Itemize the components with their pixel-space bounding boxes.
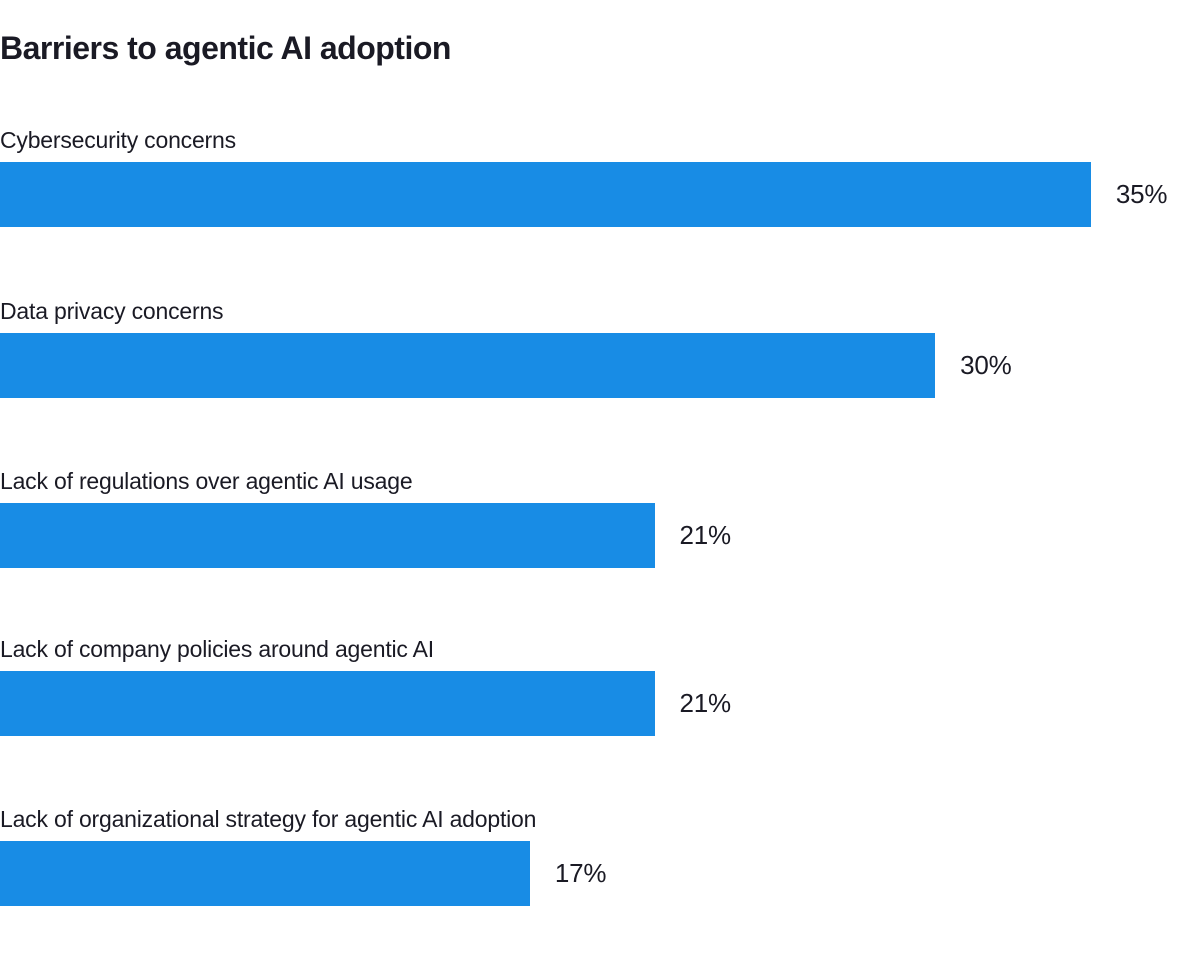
bar-value-label: 17%	[554, 858, 607, 888]
bar-category-label: Lack of company policies around agentic …	[0, 636, 434, 662]
bar	[0, 671, 655, 736]
bar-category-label: Lack of regulations over agentic AI usag…	[0, 468, 413, 494]
bar	[0, 333, 936, 398]
bar-value-label: 21%	[679, 688, 732, 718]
bar-value-label: 35%	[1115, 179, 1168, 209]
bar-category-label: Lack of organizational strategy for agen…	[0, 806, 537, 832]
bar-value-label: 21%	[679, 520, 732, 550]
bar-row: Data privacy concerns 30%	[0, 297, 1200, 398]
bar-row: Lack of regulations over agentic AI usag…	[0, 467, 1200, 568]
bar-category-label: Cybersecurity concerns	[0, 127, 236, 153]
bar-row: Cybersecurity concerns 35%	[0, 126, 1200, 227]
chart-title: Barriers to agentic AI adoption	[0, 30, 451, 66]
bar-category-label: Data privacy concerns	[0, 298, 224, 324]
bar	[0, 162, 1091, 227]
bar	[0, 841, 530, 906]
bar	[0, 503, 655, 568]
bar-row: Lack of company policies around agentic …	[0, 635, 1200, 736]
bar-value-label: 30%	[960, 350, 1012, 380]
bar-row: Lack of organizational strategy for agen…	[0, 805, 1200, 906]
